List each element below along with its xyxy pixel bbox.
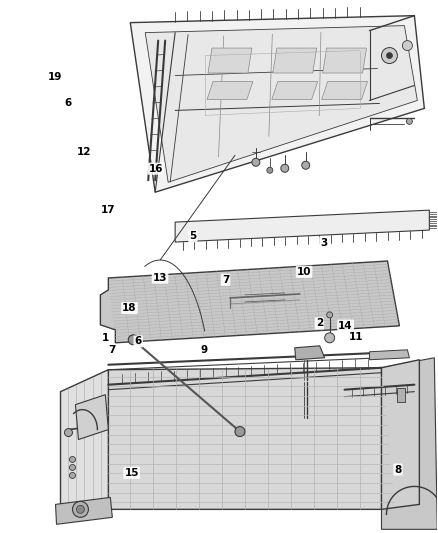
Text: 6: 6	[65, 98, 72, 108]
Circle shape	[128, 335, 138, 345]
Circle shape	[406, 118, 413, 124]
Polygon shape	[145, 26, 417, 182]
Bar	[397, 387, 406, 402]
Circle shape	[70, 472, 75, 479]
Text: 7: 7	[108, 345, 116, 355]
Polygon shape	[108, 368, 395, 510]
Text: 6: 6	[134, 336, 142, 346]
Circle shape	[252, 158, 260, 166]
Text: 5: 5	[189, 231, 196, 241]
Circle shape	[64, 429, 72, 437]
Circle shape	[381, 47, 397, 63]
Text: 15: 15	[124, 468, 139, 478]
Circle shape	[77, 505, 85, 513]
Circle shape	[281, 164, 289, 172]
Circle shape	[302, 161, 310, 169]
Text: 7: 7	[222, 275, 229, 285]
Text: 8: 8	[394, 465, 402, 474]
Polygon shape	[75, 394, 108, 440]
Text: 19: 19	[48, 72, 63, 82]
Circle shape	[70, 456, 75, 463]
Text: 18: 18	[122, 303, 137, 313]
Polygon shape	[273, 48, 317, 73]
Polygon shape	[100, 261, 399, 343]
Text: 3: 3	[320, 238, 328, 247]
Text: 11: 11	[349, 332, 364, 342]
Polygon shape	[272, 82, 318, 100]
Circle shape	[235, 426, 245, 437]
Text: 16: 16	[148, 164, 163, 174]
Text: 10: 10	[297, 267, 311, 277]
Text: 2: 2	[316, 318, 323, 328]
Polygon shape	[175, 210, 429, 242]
Polygon shape	[381, 360, 419, 510]
Text: 9: 9	[200, 345, 207, 355]
Polygon shape	[56, 497, 112, 524]
Circle shape	[70, 464, 75, 471]
Text: 1: 1	[102, 333, 109, 343]
Circle shape	[403, 41, 413, 51]
Polygon shape	[60, 370, 108, 519]
Text: 17: 17	[100, 205, 115, 215]
Text: 14: 14	[338, 320, 353, 330]
Polygon shape	[207, 82, 253, 100]
Circle shape	[327, 312, 332, 318]
Circle shape	[267, 167, 273, 173]
Text: 13: 13	[153, 273, 167, 282]
Circle shape	[386, 53, 392, 59]
Circle shape	[325, 333, 335, 343]
Polygon shape	[381, 358, 437, 529]
Text: 12: 12	[76, 147, 91, 157]
Polygon shape	[370, 350, 410, 360]
Circle shape	[72, 502, 88, 518]
Polygon shape	[323, 48, 367, 73]
Polygon shape	[130, 15, 424, 192]
Polygon shape	[321, 82, 367, 100]
Polygon shape	[295, 346, 325, 360]
Polygon shape	[208, 48, 252, 73]
